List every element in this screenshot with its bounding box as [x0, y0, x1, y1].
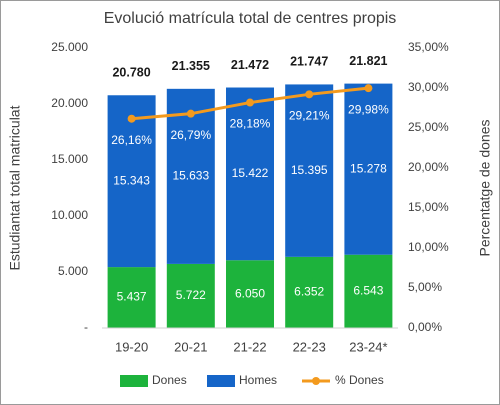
data-label: 28,18%	[230, 117, 271, 131]
data-label: 15.343	[113, 173, 150, 187]
legend-label: Dones	[152, 373, 187, 387]
line-marker	[305, 90, 314, 99]
data-label: 6.543	[353, 284, 383, 298]
y2-tick-label: 20,00%	[408, 160, 449, 174]
x-tick-label: 21-22	[233, 339, 266, 354]
bar-segment	[166, 263, 215, 328]
bar-segment	[226, 87, 274, 261]
data-label: 5.437	[117, 290, 147, 304]
y2-tick-label: 5,00%	[408, 280, 442, 294]
total-label: 21.355	[172, 59, 210, 73]
data-label: 15.278	[350, 161, 387, 175]
legend-swatch	[120, 375, 148, 387]
legend-label: % Dones	[335, 373, 384, 387]
y-tick-label: 5.000	[58, 264, 88, 278]
total-label: 20.780	[112, 66, 150, 80]
bar-segment	[166, 88, 215, 264]
y2-tick-label: 0,00%	[408, 320, 442, 334]
bar-segment	[226, 260, 274, 328]
x-tick-label: 20-21	[174, 339, 207, 354]
bar-segment	[107, 95, 156, 268]
line-marker	[246, 98, 254, 107]
bar-segment	[285, 84, 334, 257]
y2-tick-label: 10,00%	[408, 240, 449, 254]
y2-tick-label: 15,00%	[408, 200, 449, 214]
y-tick-label: 25.000	[51, 40, 88, 54]
data-label: 6.352	[294, 285, 324, 299]
total-label: 21.472	[231, 58, 269, 72]
x-tick-label: 19-20	[115, 339, 148, 354]
line-marker	[364, 84, 373, 93]
data-label: 15.633	[172, 169, 209, 183]
y2-axis-title: Percentatge de dones	[477, 120, 493, 257]
y-axis-title: Estudiantat total matriculat	[7, 105, 23, 270]
legend-marker	[312, 377, 320, 385]
legend-label: Homes	[239, 373, 277, 387]
data-label: 5.722	[176, 288, 206, 302]
data-label: 29,98%	[348, 102, 389, 116]
line-marker	[186, 109, 195, 118]
data-label: 26,16%	[111, 133, 152, 147]
bar-segment	[285, 256, 334, 328]
line-marker	[127, 114, 136, 123]
y2-tick-label: 25,00%	[408, 120, 449, 134]
x-tick-label: 23-24*	[349, 339, 387, 354]
data-label: 29,21%	[289, 108, 330, 122]
bar-segment	[107, 267, 156, 328]
data-label: 26,79%	[170, 128, 211, 142]
bar-segment	[344, 83, 393, 255]
y2-tick-label: 30,00%	[408, 80, 449, 94]
legend-swatch	[207, 375, 235, 387]
data-label: 15.422	[232, 166, 269, 180]
chart-title: Evolució matrícula total de centres prop…	[104, 10, 397, 27]
y2-tick-label: 35,00%	[408, 40, 449, 54]
y-tick-label: 20.000	[51, 96, 88, 110]
bar-segment	[344, 254, 393, 328]
y-tick-label: 10.000	[51, 208, 88, 222]
data-label: 15.395	[291, 163, 328, 177]
y-tick-label: 15.000	[51, 152, 88, 166]
y-tick-label: -	[84, 320, 88, 334]
data-label: 6.050	[235, 286, 265, 300]
total-label: 21.821	[349, 54, 387, 68]
x-tick-label: 22-23	[293, 339, 326, 354]
total-label: 21.747	[290, 55, 328, 69]
